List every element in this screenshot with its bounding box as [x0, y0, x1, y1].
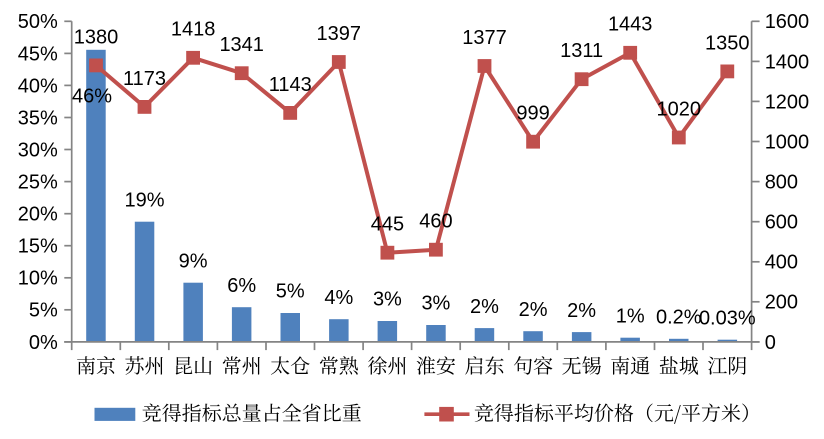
svg-text:400: 400 — [765, 252, 798, 274]
svg-text:2%: 2% — [470, 296, 499, 318]
svg-text:46%: 46% — [72, 86, 112, 108]
svg-text:999: 999 — [516, 103, 549, 125]
svg-text:800: 800 — [765, 172, 798, 194]
svg-text:15%: 15% — [18, 236, 58, 258]
svg-text:445: 445 — [371, 214, 404, 236]
svg-text:6%: 6% — [227, 275, 256, 297]
svg-text:30%: 30% — [18, 139, 58, 161]
svg-text:5%: 5% — [276, 281, 305, 303]
svg-text:1000: 1000 — [765, 131, 810, 153]
svg-text:1377: 1377 — [462, 27, 507, 49]
svg-text:1020: 1020 — [657, 98, 702, 120]
svg-text:200: 200 — [765, 292, 798, 314]
svg-text:0: 0 — [765, 332, 776, 354]
svg-text:1350: 1350 — [705, 32, 750, 54]
svg-text:1380: 1380 — [74, 26, 119, 48]
svg-text:9%: 9% — [179, 250, 208, 272]
svg-text:3%: 3% — [421, 293, 450, 315]
svg-text:460: 460 — [419, 211, 452, 233]
svg-text:0.03%: 0.03% — [699, 307, 756, 329]
svg-text:1143: 1143 — [269, 74, 312, 96]
svg-text:1173: 1173 — [123, 68, 166, 90]
svg-text:2%: 2% — [567, 300, 596, 322]
svg-text:1400: 1400 — [765, 51, 810, 73]
svg-text:50%: 50% — [18, 11, 58, 33]
svg-text:2%: 2% — [519, 299, 548, 321]
svg-text:10%: 10% — [18, 268, 58, 290]
svg-text:45%: 45% — [18, 43, 58, 65]
svg-text:1397: 1397 — [317, 23, 362, 45]
svg-text:35%: 35% — [18, 107, 58, 129]
svg-text:1443: 1443 — [608, 14, 653, 36]
svg-text:19%: 19% — [124, 189, 164, 211]
svg-text:1200: 1200 — [765, 91, 810, 113]
svg-text:20%: 20% — [18, 204, 58, 226]
svg-text:5%: 5% — [29, 300, 58, 322]
svg-text:1341: 1341 — [219, 34, 264, 56]
svg-text:1311: 1311 — [560, 40, 603, 62]
svg-text:1600: 1600 — [765, 11, 810, 33]
svg-text:3%: 3% — [373, 289, 402, 311]
svg-text:40%: 40% — [18, 75, 58, 97]
svg-text:25%: 25% — [18, 172, 58, 194]
svg-text:4%: 4% — [324, 287, 353, 309]
svg-text:600: 600 — [765, 212, 798, 234]
svg-text:0%: 0% — [29, 332, 58, 354]
svg-text:0.2%: 0.2% — [656, 307, 702, 329]
svg-text:1%: 1% — [616, 305, 645, 327]
svg-text:1418: 1418 — [171, 19, 216, 41]
